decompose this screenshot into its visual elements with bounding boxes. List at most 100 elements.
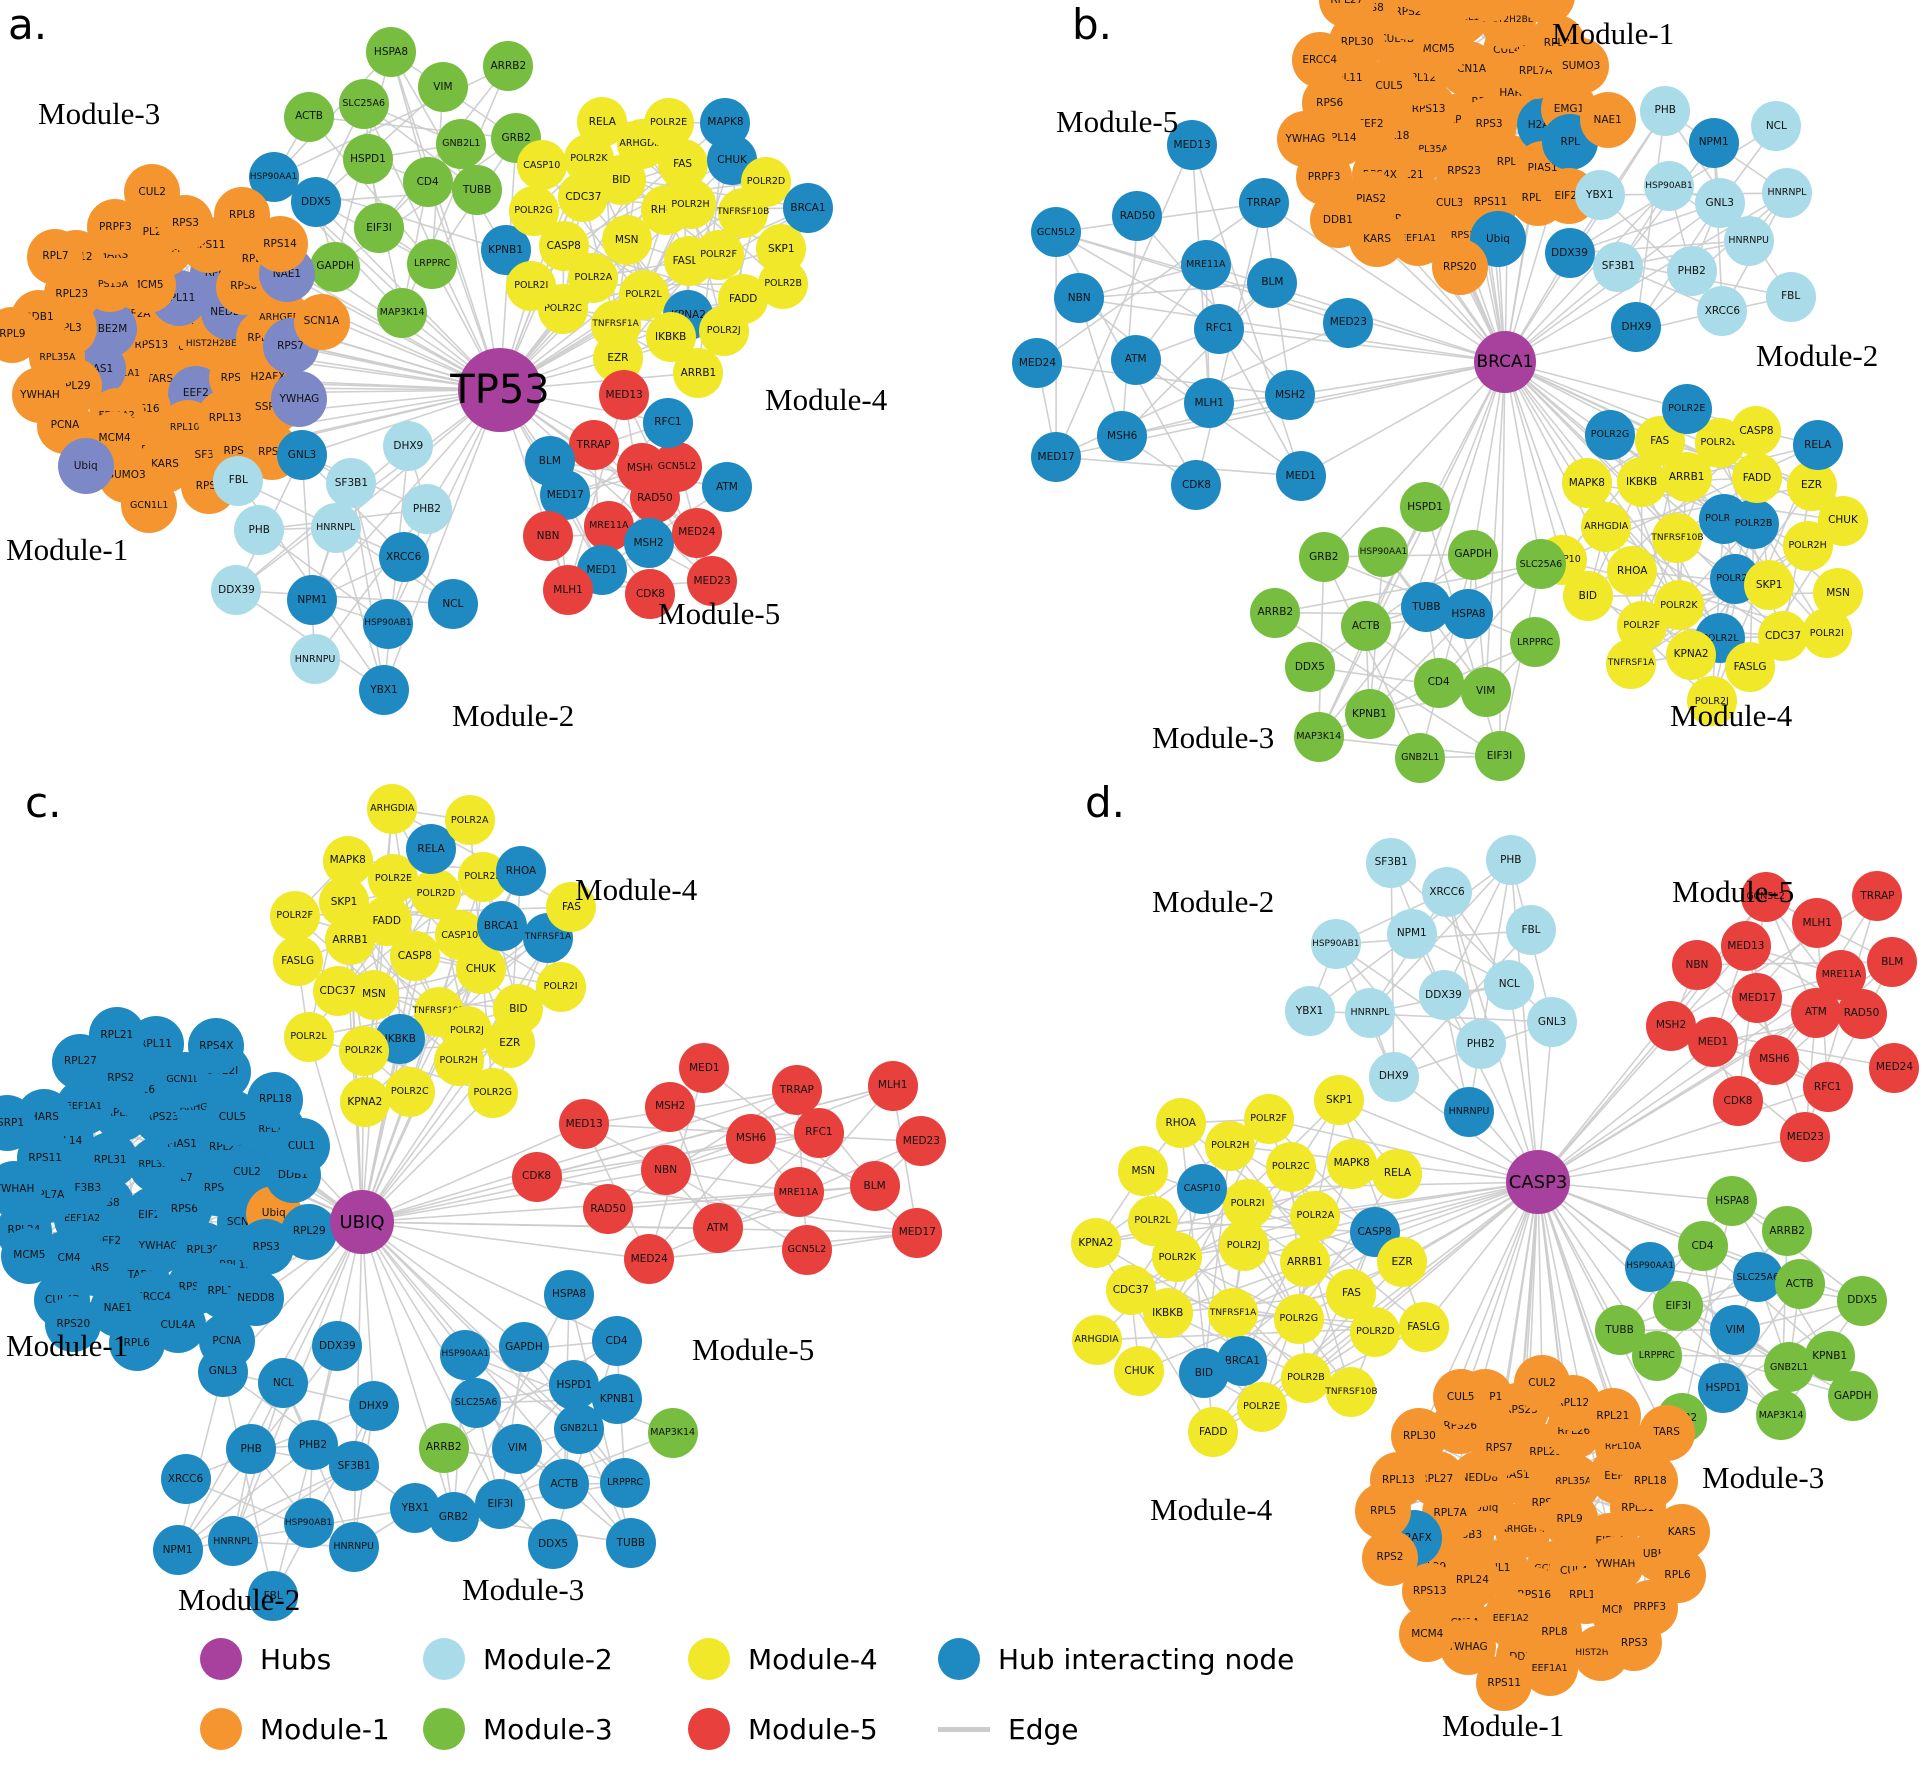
network-node[interactable]: RFC1 <box>1194 303 1245 354</box>
network-node[interactable]: NBN <box>640 1145 691 1196</box>
network-node[interactable]: Ubiq <box>57 438 114 495</box>
network-node[interactable]: RHOA <box>1155 1098 1206 1149</box>
hub-node[interactable]: TP53 <box>450 348 550 432</box>
network-node[interactable]: LRPPRC <box>1510 617 1561 668</box>
network-node[interactable]: DDX5 <box>1284 641 1335 692</box>
network-node[interactable]: SLC25A6 <box>451 1377 502 1428</box>
network-node[interactable]: ACTB <box>1340 600 1391 651</box>
network-node[interactable]: RPS20 <box>45 1296 102 1353</box>
network-node[interactable]: SF3B1 <box>326 457 377 508</box>
network-node[interactable]: DHX9 <box>1368 1051 1419 1102</box>
network-node[interactable]: RHOA <box>496 846 546 897</box>
network-node[interactable]: CASP10 <box>1177 1163 1228 1214</box>
network-node[interactable]: DDB1 <box>1309 192 1366 249</box>
network-node[interactable]: UBE2M <box>1462 0 1519 23</box>
network-node[interactable]: BRCA1 <box>782 182 833 233</box>
network-node[interactable]: MED23 <box>687 556 738 607</box>
network-node[interactable]: ATM <box>692 1203 743 1254</box>
network-node[interactable]: RPL21 <box>88 1006 145 1063</box>
network-node[interactable]: MCM4 <box>1399 1606 1456 1663</box>
network-node[interactable]: DDX5 <box>291 176 342 227</box>
network-node[interactable]: CDK8 <box>1712 1075 1763 1126</box>
hub-node[interactable]: UBIQ <box>330 1190 394 1254</box>
network-node[interactable]: TNFRSF10B <box>1651 513 1704 564</box>
network-node[interactable]: HSPD1 <box>1698 1363 1749 1414</box>
network-node[interactable]: MED24 <box>624 1234 675 1285</box>
network-node[interactable]: NCL <box>258 1357 309 1408</box>
network-node[interactable]: XRCC6 <box>378 532 429 583</box>
network-node[interactable]: EZR <box>1377 1236 1428 1287</box>
network-node[interactable]: POLR2F <box>1243 1094 1294 1145</box>
network-node[interactable]: POLR2I <box>506 260 557 311</box>
network-node[interactable]: GNB2L1 <box>1395 732 1446 783</box>
network-node[interactable]: POLR2B <box>1280 1352 1331 1403</box>
network-node[interactable]: RPL18 <box>1622 1453 1679 1510</box>
network-node[interactable]: TRRAP <box>1238 178 1289 229</box>
network-node[interactable]: POLR2J <box>698 305 749 356</box>
network-node[interactable]: CHUK <box>455 944 506 995</box>
network-node[interactable]: ARHGDIA <box>1581 502 1632 553</box>
network-node[interactable]: SF3B1 <box>1593 241 1644 292</box>
network-node[interactable]: RPL10A <box>1389 0 1446 11</box>
network-node[interactable]: CDK8 <box>1171 460 1222 511</box>
network-node[interactable]: POLR2C <box>1265 1141 1316 1192</box>
network-node[interactable]: POLR2G <box>1273 1294 1324 1345</box>
network-node[interactable]: NPM1 <box>152 1525 203 1576</box>
network-node[interactable]: RELA <box>577 97 628 148</box>
network-node[interactable]: CDC37 <box>1105 1264 1156 1315</box>
network-node[interactable]: HNRNPU <box>328 1521 379 1572</box>
network-node[interactable]: SLC25A6 <box>338 78 389 129</box>
network-node[interactable]: POLR2D <box>741 156 791 207</box>
network-node[interactable]: KPNA2 <box>339 1077 390 1128</box>
network-node[interactable]: GNL3 <box>1527 997 1578 1048</box>
network-node[interactable]: SCN1A <box>293 293 350 350</box>
network-node[interactable]: KPNB1 <box>1344 689 1395 740</box>
network-node[interactable]: ARRB2 <box>1250 587 1301 638</box>
network-node[interactable]: MED24 <box>1012 338 1063 389</box>
network-node[interactable]: PHB2 <box>401 484 452 535</box>
network-node[interactable]: MLH1 <box>1184 378 1235 429</box>
network-node[interactable]: ATM <box>701 462 752 513</box>
network-node[interactable]: NPM1 <box>1386 908 1437 959</box>
network-node[interactable]: RPS20 <box>1431 238 1488 295</box>
network-node[interactable]: POLR2D <box>1350 1306 1401 1357</box>
network-node[interactable]: TRRAP <box>568 420 619 471</box>
network-node[interactable]: NCL <box>427 579 478 630</box>
network-node[interactable]: ARRB1 <box>673 347 724 398</box>
network-node[interactable]: ACTB <box>284 91 335 142</box>
network-node[interactable]: DHX9 <box>348 1381 399 1432</box>
network-node[interactable]: MSH2 <box>1265 370 1316 421</box>
network-node[interactable]: POLR2J <box>1686 676 1737 727</box>
network-node[interactable]: KPNA2 <box>1666 629 1717 680</box>
network-node[interactable]: MSH6 <box>726 1113 777 1164</box>
network-node[interactable]: HSP90AB1 <box>1310 919 1361 970</box>
network-node[interactable]: MED24 <box>1869 1042 1920 1093</box>
network-node[interactable]: MED1 <box>1687 1017 1738 1068</box>
network-node[interactable]: GAPDH <box>310 241 361 292</box>
network-node[interactable]: CASP10 <box>516 140 567 191</box>
network-node[interactable]: VIM <box>1710 1304 1761 1355</box>
network-node[interactable]: ARRB1 <box>1279 1236 1330 1287</box>
network-node[interactable]: NBN <box>1054 273 1105 324</box>
network-node[interactable]: GCN5L2 <box>1740 871 1791 922</box>
network-node[interactable]: MAPK8 <box>1561 458 1612 509</box>
network-node[interactable]: VIM <box>417 62 468 113</box>
network-node[interactable]: MED13 <box>1167 119 1218 170</box>
network-node[interactable]: POLR2C <box>384 1067 435 1118</box>
network-node[interactable]: ARHGDIA <box>367 783 418 834</box>
network-node[interactable]: RPS2 <box>1361 1529 1418 1586</box>
network-node[interactable]: XRCC6 <box>1697 286 1748 337</box>
network-node[interactable]: CUL2 <box>124 164 181 221</box>
network-node[interactable]: GAPDH <box>1827 1371 1878 1422</box>
network-node[interactable]: XRCC6 <box>160 1453 211 1504</box>
network-node[interactable]: CHUK <box>1114 1345 1165 1396</box>
network-node[interactable]: POLR2E <box>1661 384 1712 435</box>
network-node[interactable]: RAD50 <box>1836 988 1887 1039</box>
network-node[interactable]: FASLG <box>272 936 323 987</box>
network-node[interactable]: DDX5 <box>1837 1275 1888 1326</box>
network-node[interactable]: RHOA <box>1607 545 1658 596</box>
network-node[interactable]: RPL29 <box>281 1203 338 1260</box>
network-node[interactable]: POLR2F <box>269 890 320 941</box>
network-node[interactable]: BLM <box>849 1161 900 1212</box>
network-node[interactable]: RPL6 <box>1649 1547 1706 1604</box>
